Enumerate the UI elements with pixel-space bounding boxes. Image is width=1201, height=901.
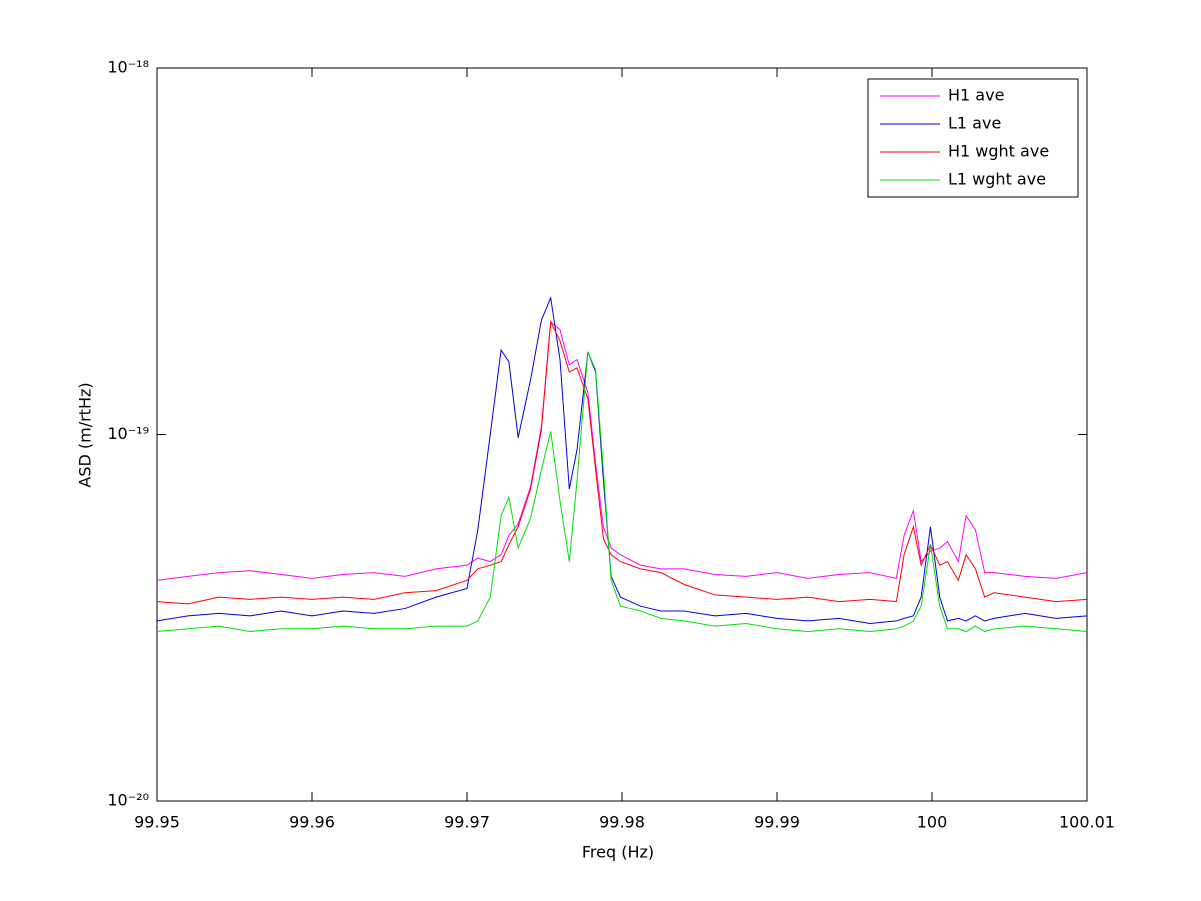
x-tick-label: 100.01 xyxy=(1059,813,1115,832)
legend-label: H1 ave xyxy=(948,86,1004,105)
x-tick-label: 99.96 xyxy=(289,813,335,832)
x-tick-label: 99.99 xyxy=(754,813,800,832)
x-tick-label: 99.95 xyxy=(134,813,180,832)
y-tick-label: 10⁻¹⁹ xyxy=(107,424,149,443)
series-line xyxy=(156,351,1088,633)
legend-box xyxy=(867,78,1079,198)
x-tick-label: 100 xyxy=(917,813,948,832)
legend-label: H1 wght ave xyxy=(948,142,1049,161)
x-tick-label: 99.97 xyxy=(444,813,490,832)
series-line xyxy=(156,320,1088,581)
legend-label: L1 wght ave xyxy=(948,170,1046,189)
y-tick-label: 10⁻¹⁸ xyxy=(107,58,149,77)
x-tick-label: 99.98 xyxy=(599,813,645,832)
series-line xyxy=(156,319,1088,605)
legend-label: L1 ave xyxy=(948,114,1001,133)
y-axis-label: ASD (m/rtHz) xyxy=(76,382,95,487)
y-tick-label: 10⁻²⁰ xyxy=(107,791,149,810)
x-axis-label: Freq (Hz) xyxy=(582,843,654,862)
